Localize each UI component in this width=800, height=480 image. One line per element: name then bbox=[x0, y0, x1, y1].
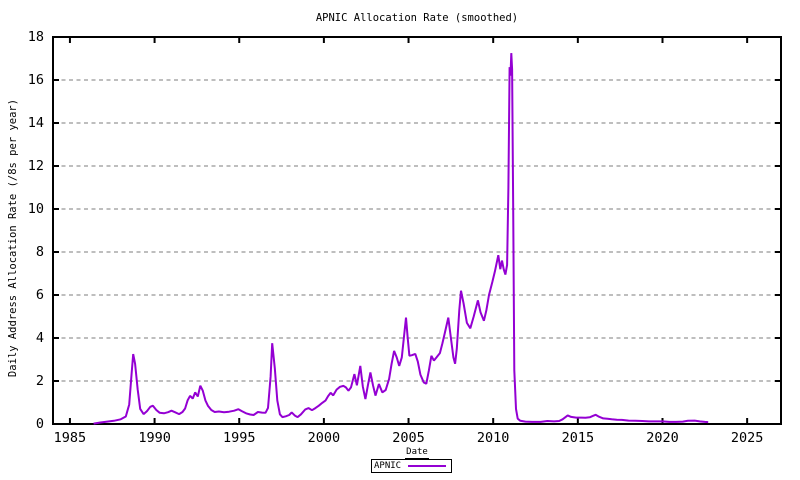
x-axis-label-wrap: Date bbox=[53, 447, 781, 459]
x-tick-label: 2000 bbox=[307, 430, 341, 446]
x-tick-label: 2015 bbox=[561, 430, 595, 446]
y-tick-label: 8 bbox=[35, 244, 44, 260]
legend-line-sample bbox=[408, 465, 446, 467]
legend-series-label: APNIC bbox=[374, 461, 402, 471]
chart-title: APNIC Allocation Rate (smoothed) bbox=[315, 12, 519, 24]
x-tick-label: 2005 bbox=[392, 430, 425, 446]
x-tick-label: 2025 bbox=[730, 430, 764, 446]
x-tick-label: 2020 bbox=[646, 430, 679, 446]
y-tick-label: 10 bbox=[27, 201, 44, 217]
y-tick-label: 6 bbox=[35, 287, 44, 303]
plot-border bbox=[52, 36, 782, 425]
x-tick-label: 1990 bbox=[138, 430, 171, 446]
x-tick-label: 1985 bbox=[53, 430, 87, 446]
y-tick-label: 0 bbox=[35, 416, 44, 432]
y-tick-label: 4 bbox=[35, 330, 44, 346]
y-tick-label: 14 bbox=[27, 115, 44, 131]
x-tick-label: 2010 bbox=[476, 430, 510, 446]
x-tick-label: 1995 bbox=[222, 430, 256, 446]
y-tick-label: 2 bbox=[35, 373, 44, 389]
legend: APNIC bbox=[371, 459, 452, 473]
y-tick-label: 12 bbox=[27, 158, 44, 174]
y-tick-label: 18 bbox=[27, 29, 44, 45]
x-axis-label: Date bbox=[405, 447, 429, 459]
y-tick-label: 16 bbox=[27, 72, 44, 88]
series-line-apnic bbox=[93, 53, 709, 425]
